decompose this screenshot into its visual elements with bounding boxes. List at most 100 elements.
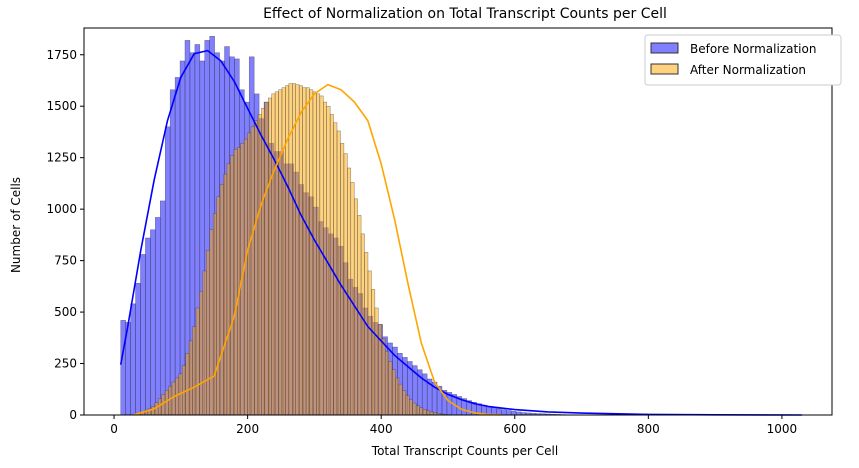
histogram-bar-after	[343, 153, 348, 416]
histogram-bar-before	[174, 77, 181, 416]
histogram-bar-before	[169, 89, 176, 416]
histogram-bar-after	[395, 377, 400, 416]
histogram-bar-after	[309, 89, 314, 416]
histogram-bar-after	[181, 365, 186, 416]
plot-area	[120, 35, 566, 416]
x-tick-label: 200	[236, 422, 259, 436]
histogram-bar-after	[295, 84, 300, 416]
histogram-bar-after	[388, 361, 393, 416]
histogram-bar-after	[405, 395, 410, 416]
x-axis: 0 200 400 600 800 1000	[110, 415, 797, 436]
legend-box	[644, 34, 842, 86]
histogram-bar-after	[247, 132, 252, 416]
legend: Before Normalization After Normalization	[644, 34, 842, 86]
legend-label-before: Before Normalization	[690, 42, 816, 56]
histogram-bar-after	[254, 120, 259, 416]
chart-title: Effect of Normalization on Total Transcr…	[263, 6, 667, 22]
kde-line-after	[133, 83, 502, 416]
y-tick-label: 750	[54, 254, 77, 268]
histogram-bar-after	[250, 126, 255, 416]
x-tick-label: 600	[503, 422, 526, 436]
histogram-bar-after	[278, 89, 283, 416]
histogram-bar-after	[336, 130, 341, 416]
y-tick-label: 1250	[46, 151, 77, 165]
legend-swatch-after	[650, 63, 679, 75]
histogram-bar-before	[140, 254, 146, 416]
y-axis: 0 250 500 750 1000 1250 1500 1750	[46, 48, 84, 422]
histogram-bar-after	[209, 229, 214, 416]
histogram-bar-before	[155, 217, 161, 416]
y-tick-label: 0	[69, 408, 77, 422]
histogram-bar-after	[206, 250, 211, 416]
histogram-bar-after	[267, 97, 272, 416]
histogram-bar-after	[199, 291, 204, 416]
histogram-bar-after	[230, 155, 235, 416]
histogram-bar-after	[237, 147, 241, 416]
histogram-bar-after	[364, 252, 369, 416]
histogram-bar-after	[285, 85, 290, 416]
histogram-bar-after	[398, 383, 403, 416]
histogram-bar-after	[329, 114, 334, 416]
x-tick-label: 400	[370, 422, 393, 436]
kde-lines	[119, 49, 802, 416]
histogram-bar-after	[202, 270, 207, 416]
histogram-bar-after	[415, 405, 420, 416]
histogram-bar-after	[371, 289, 376, 416]
histogram-bar-before	[160, 200, 166, 416]
histogram-bar-after	[333, 122, 338, 416]
histogram-bar-after	[347, 167, 352, 416]
histogram-bar-after	[419, 407, 424, 416]
histogram-bar-after	[316, 93, 321, 416]
histogram-bar-after	[374, 307, 379, 416]
y-axis-label: Number of Cells	[9, 177, 23, 273]
histogram-bar-after	[422, 409, 427, 416]
histogram-bar-after	[292, 83, 296, 416]
histogram-bar-after	[261, 108, 266, 416]
legend-label-after: After Normalization	[690, 63, 806, 77]
axes-frame	[83, 27, 833, 416]
histogram-bar-after	[391, 369, 396, 416]
histogram-bar-before	[179, 60, 186, 416]
histogram-bar-after	[312, 91, 317, 416]
histogram-bar-after	[298, 85, 303, 416]
x-tick-label: 0	[110, 422, 118, 436]
histogram-bar-after	[381, 338, 386, 416]
histogram-bar-after	[281, 87, 286, 416]
x-tick-label: 1000	[767, 422, 798, 436]
histogram-bar-after	[305, 87, 310, 416]
histogram-bar-after	[216, 196, 221, 416]
histogram-bar-after	[188, 340, 193, 416]
histogram-bar-after	[195, 307, 200, 416]
histogram-bar-after	[408, 399, 413, 416]
x-axis-label: Total Transcript Counts per Cell	[371, 444, 558, 458]
x-tick-label: 800	[637, 422, 660, 436]
histogram-bar-after	[412, 402, 417, 416]
kde-line-before	[119, 49, 802, 416]
histogram-bar-after	[257, 114, 262, 416]
histogram-bar-before	[150, 229, 156, 416]
histogram-bar-after	[233, 149, 238, 416]
histogram-bar-after	[219, 184, 224, 416]
histogram-bar-before	[501, 409, 507, 416]
histogram-bar-before	[135, 283, 141, 416]
histogram-bar-before	[164, 126, 171, 416]
histogram-bar-before	[130, 303, 136, 416]
histogram-bar-after	[226, 163, 231, 416]
histogram-bar-before	[120, 320, 126, 416]
histogram-bar-before	[505, 410, 512, 416]
legend-swatch-before	[650, 42, 679, 54]
y-tick-label: 1500	[46, 99, 77, 113]
histogram-bar-after	[340, 143, 345, 416]
histogram-bar-after	[350, 182, 355, 416]
histogram-bar-after	[302, 87, 307, 416]
histogram-bar-after	[171, 381, 176, 416]
histogram-bar-after	[274, 91, 279, 416]
histogram-bar-after	[151, 406, 155, 416]
y-tick-label: 500	[54, 305, 77, 319]
histogram-bar-after	[367, 270, 372, 416]
histogram-bar-after	[212, 213, 217, 416]
y-tick-label: 1000	[46, 202, 77, 216]
histogram-bar-after	[185, 352, 190, 416]
histogram-bar-after	[223, 173, 228, 416]
